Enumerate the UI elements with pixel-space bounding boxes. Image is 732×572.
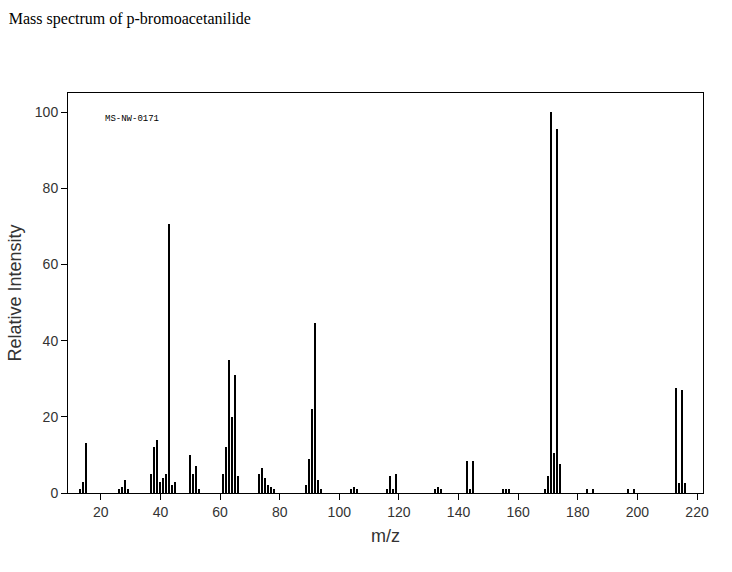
svg-text:MS-NW-0171: MS-NW-0171 [105, 114, 159, 124]
svg-text:Mass spectrum of p-bromoacetan: Mass spectrum of p-bromoacetanilide [9, 10, 251, 28]
svg-text:140: 140 [447, 504, 471, 520]
svg-text:Relative Intensity: Relative Intensity [5, 224, 25, 361]
svg-text:20: 20 [43, 409, 59, 425]
svg-text:40: 40 [153, 504, 169, 520]
svg-text:180: 180 [566, 504, 590, 520]
svg-text:0: 0 [50, 485, 58, 501]
svg-text:60: 60 [43, 256, 59, 272]
svg-text:100: 100 [35, 104, 59, 120]
svg-text:120: 120 [387, 504, 411, 520]
svg-text:60: 60 [212, 504, 228, 520]
svg-text:200: 200 [626, 504, 650, 520]
svg-text:100: 100 [328, 504, 352, 520]
svg-text:40: 40 [43, 333, 59, 349]
svg-text:80: 80 [272, 504, 288, 520]
svg-text:220: 220 [685, 504, 709, 520]
svg-text:20: 20 [93, 504, 109, 520]
svg-text:160: 160 [506, 504, 530, 520]
svg-text:80: 80 [43, 180, 59, 196]
svg-text:m/z: m/z [371, 526, 400, 546]
